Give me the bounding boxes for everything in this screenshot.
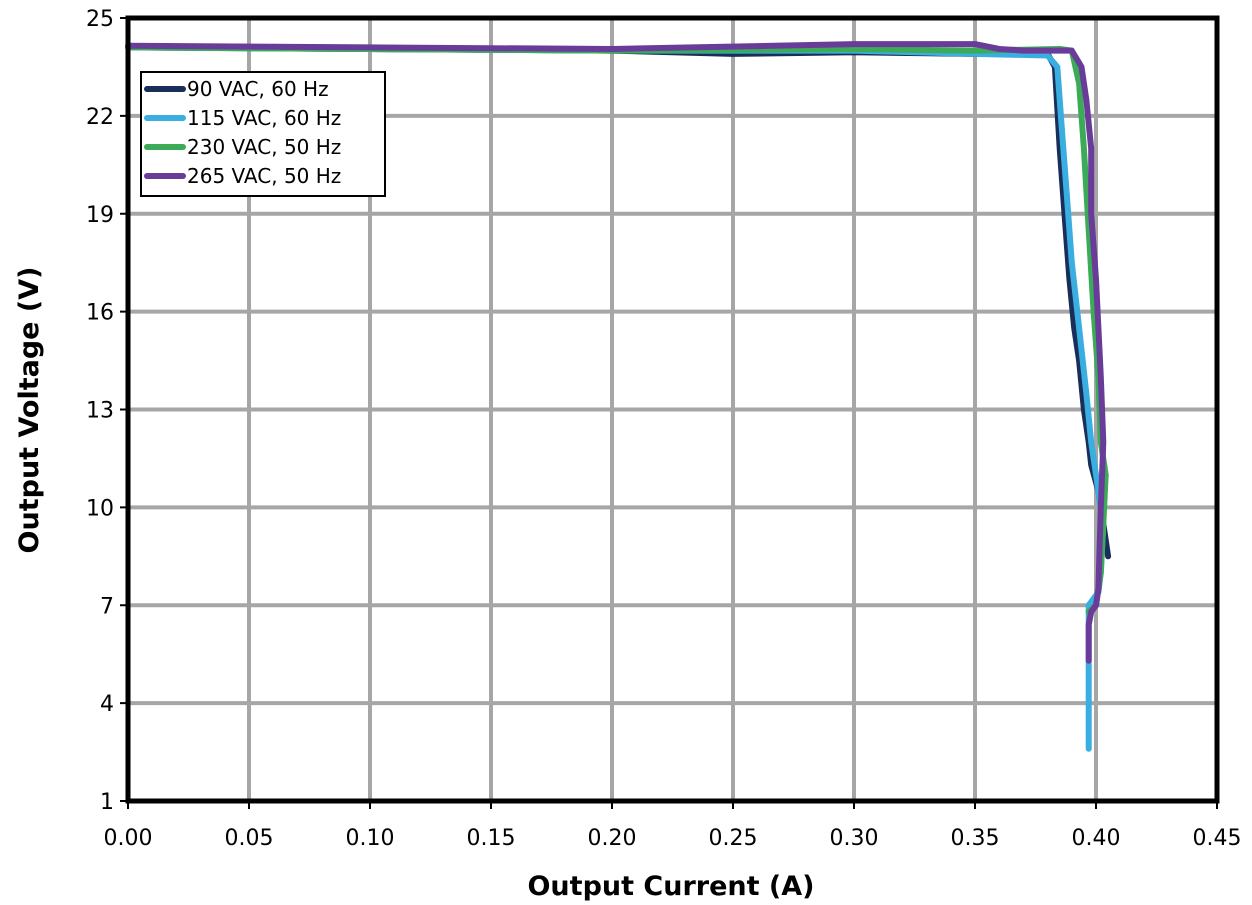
legend-label: 90 VAC, 60 Hz — [187, 77, 329, 101]
legend-label: 265 VAC, 50 Hz — [187, 164, 341, 188]
y-axis-title: Output Voltage (V) — [14, 267, 45, 554]
x-tick-label: 0.10 — [346, 826, 395, 851]
x-tick-label: 0.20 — [588, 826, 637, 851]
x-tick-label: 0.35 — [951, 826, 1000, 851]
x-tick-label: 0.05 — [225, 826, 274, 851]
y-tick-label: 22 — [86, 105, 114, 130]
x-tick-label: 0.30 — [830, 826, 879, 851]
x-axis-ticks: 0.00 0.05 0.10 0.15 0.20 0.25 0.30 0.35 0.40 0.45 — [104, 801, 1242, 851]
y-tick-label: 4 — [100, 692, 114, 717]
series-layer — [125, 41, 1112, 752]
x-tick-label: 0.25 — [709, 826, 758, 851]
y-tick-label: 25 — [86, 7, 114, 32]
x-tick-label: 0.45 — [1193, 826, 1242, 851]
y-tick-label: 13 — [86, 399, 114, 424]
x-tick-label: 0.15 — [467, 826, 516, 851]
y-tick-label: 10 — [86, 496, 114, 521]
x-axis-title: Output Current (A) — [527, 871, 814, 902]
y-tick-label: 1 — [100, 790, 114, 815]
legend-label: 115 VAC, 60 Hz — [187, 106, 341, 130]
x-tick-label: 0.00 — [104, 826, 153, 851]
y-axis-ticks: 1 4 7 10 13 16 19 22 25 — [86, 7, 128, 815]
y-tick-label: 19 — [86, 203, 114, 228]
legend-label: 230 VAC, 50 Hz — [187, 135, 341, 159]
plot-frame — [125, 15, 1220, 804]
series-line-1 — [125, 44, 1112, 560]
y-tick-label: 7 — [100, 594, 114, 619]
y-tick-label: 16 — [86, 301, 114, 326]
x-tick-label: 0.40 — [1072, 826, 1121, 851]
legend: 90 VAC, 60 Hz 115 VAC, 60 Hz 230 VAC, 50 H… — [140, 71, 386, 197]
series-line-4 — [125, 41, 1107, 664]
